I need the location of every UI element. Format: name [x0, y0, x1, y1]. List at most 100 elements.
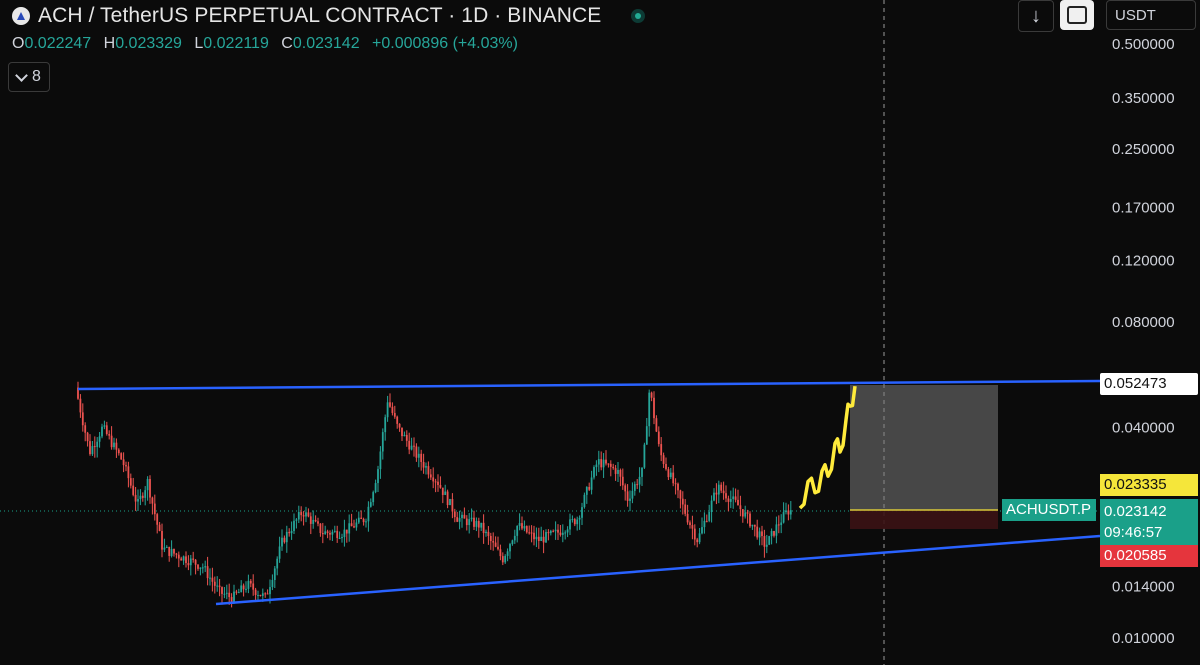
- chevron-down-icon: [15, 68, 28, 82]
- candle-body: [290, 530, 293, 534]
- resistance-trendline[interactable]: [77, 379, 1101, 391]
- candle-body: [307, 512, 310, 517]
- candle-body: [461, 514, 463, 519]
- candle-body: [353, 526, 355, 528]
- price-axis-tick: 0.350000: [1112, 90, 1175, 107]
- candle-body: [554, 529, 557, 532]
- candle-body: [384, 417, 387, 433]
- candle-body: [593, 467, 595, 478]
- candle-body: [367, 506, 370, 522]
- candle-body: [463, 514, 466, 519]
- candle-body: [233, 591, 235, 603]
- candle-body: [506, 551, 509, 556]
- restore-button[interactable]: [1060, 0, 1094, 30]
- candle-body: [362, 518, 365, 523]
- candle-body: [727, 498, 730, 502]
- candle-body: [127, 466, 130, 479]
- price-axis[interactable]: 0.500000 0.350000 0.250000 0.170000 0.120000…: [1112, 36, 1175, 647]
- candle-body: [453, 511, 456, 518]
- restore-icon: [1067, 6, 1087, 24]
- high-value: 0.023329: [115, 35, 182, 52]
- candle-body: [319, 523, 322, 533]
- candle-body: [751, 524, 754, 527]
- candle-body: [305, 512, 307, 517]
- candle-body: [571, 519, 574, 521]
- candle-body: [626, 491, 629, 501]
- candle-body: [489, 535, 492, 542]
- candle-body: [465, 518, 468, 526]
- indicators-toggle[interactable]: 8: [8, 62, 50, 92]
- close-value: 0.023142: [292, 35, 360, 52]
- candle-body: [525, 526, 528, 533]
- candle-body: [542, 536, 545, 543]
- stop-zone: [850, 510, 998, 529]
- candle-body: [425, 466, 427, 468]
- candle-body: [245, 588, 247, 590]
- candle-body: [749, 513, 751, 527]
- support-trendline[interactable]: [215, 534, 1101, 606]
- candle-body: [269, 587, 271, 595]
- candle-body: [602, 459, 605, 468]
- candle-body: [86, 432, 89, 442]
- candle-body: [153, 503, 156, 515]
- candle-body: [91, 446, 94, 455]
- candle-body: [588, 487, 591, 490]
- download-button[interactable]: ↓: [1018, 0, 1054, 32]
- candle-body: [242, 585, 245, 590]
- candle-body: [81, 412, 84, 426]
- candle-body: [360, 517, 363, 519]
- candle-body: [125, 465, 127, 467]
- candle-body: [573, 519, 576, 525]
- candle-body: [729, 499, 732, 502]
- market-status-icon[interactable]: [631, 9, 646, 23]
- candle-body: [595, 464, 598, 468]
- candle-body: [614, 468, 617, 474]
- symbol-title[interactable]: ACH / TetherUS PERPETUAL CONTRACT · 1D ·…: [38, 4, 602, 27]
- candle-body: [221, 587, 223, 594]
- candle-body: [79, 398, 82, 413]
- candle-body: [432, 477, 435, 482]
- candle-body: [254, 589, 257, 595]
- candle-body: [281, 537, 283, 547]
- candle-body: [597, 459, 600, 465]
- candle-body: [734, 496, 737, 500]
- candle-body: [722, 490, 725, 494]
- candle-body: [782, 512, 785, 523]
- candle-body: [247, 580, 250, 589]
- candle-body: [115, 442, 118, 450]
- candle-body: [408, 440, 411, 450]
- candle-body: [662, 455, 665, 464]
- candle-body: [283, 537, 286, 543]
- candle-body: [110, 435, 113, 448]
- candle-body: [650, 392, 653, 398]
- candle-body: [537, 536, 540, 542]
- candle-body: [633, 484, 636, 491]
- candle-body: [297, 512, 300, 520]
- candle-body: [696, 539, 699, 543]
- candle-body: [741, 509, 744, 517]
- candle-body: [410, 445, 413, 450]
- candle-body: [545, 532, 547, 543]
- currency-select[interactable]: USDT: [1106, 0, 1196, 30]
- candle-body: [679, 490, 682, 499]
- candle-body: [343, 529, 346, 538]
- candle-body: [317, 521, 319, 524]
- candle-body: [607, 463, 610, 465]
- candle-body: [170, 549, 173, 556]
- price-axis-tick: 0.170000: [1112, 200, 1175, 217]
- candle-body: [223, 593, 226, 595]
- candle-body: [737, 499, 739, 506]
- candle-body: [744, 512, 747, 517]
- candle-body: [564, 532, 567, 534]
- candle-body: [470, 517, 473, 520]
- low-label: L: [194, 35, 204, 52]
- candle-body: [528, 532, 531, 534]
- candle-body: [789, 510, 792, 515]
- candle-body: [355, 522, 358, 528]
- entry-price-tag: 0.023335: [1100, 474, 1198, 496]
- candle-body: [585, 487, 588, 495]
- candle-body: [456, 517, 459, 522]
- candle-body: [720, 484, 723, 491]
- candle-body: [321, 532, 324, 535]
